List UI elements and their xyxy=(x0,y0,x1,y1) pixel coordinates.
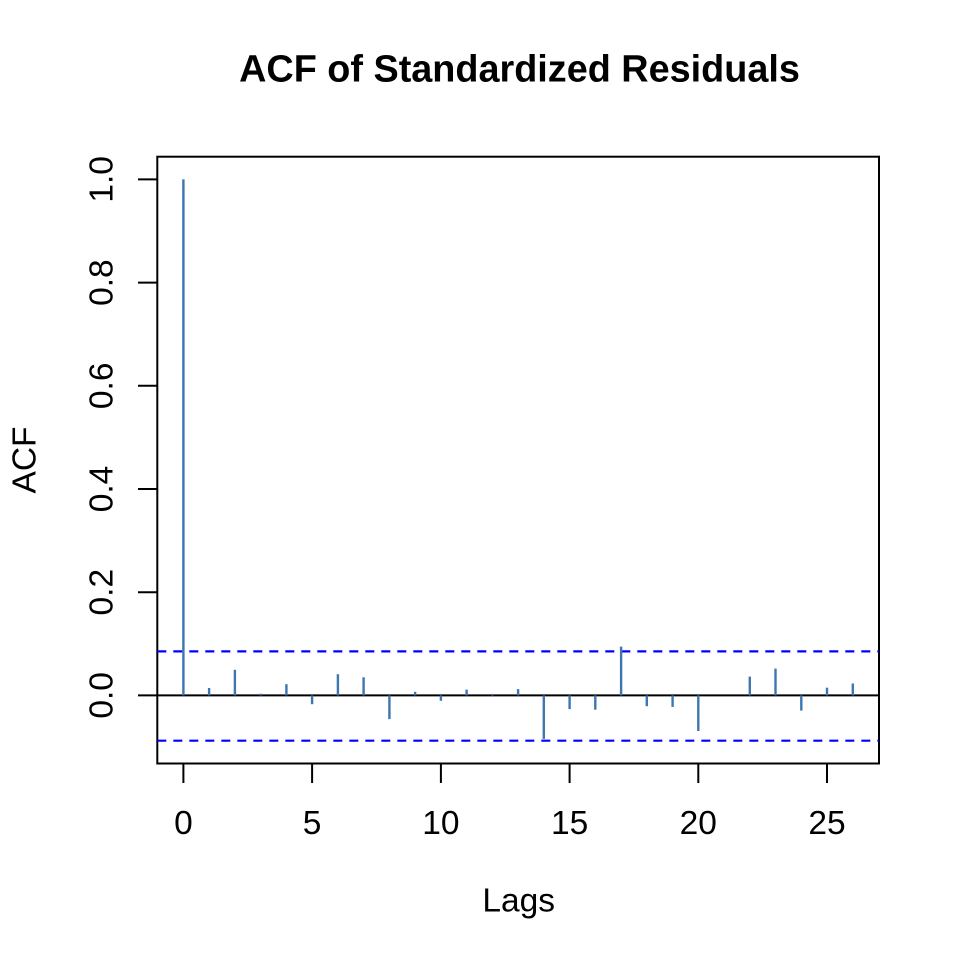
svg-text:1.0: 1.0 xyxy=(83,156,120,203)
svg-text:15: 15 xyxy=(551,805,588,842)
svg-text:0: 0 xyxy=(174,805,193,842)
svg-text:0.8: 0.8 xyxy=(83,259,120,306)
svg-text:ACF: ACF xyxy=(7,427,44,494)
svg-text:0.6: 0.6 xyxy=(83,363,120,410)
svg-text:5: 5 xyxy=(303,805,322,842)
svg-text:20: 20 xyxy=(680,805,717,842)
svg-text:0.0: 0.0 xyxy=(83,672,120,719)
svg-text:0.2: 0.2 xyxy=(83,569,120,616)
svg-text:25: 25 xyxy=(808,805,845,842)
svg-text:ACF of Standardized Residuals: ACF of Standardized Residuals xyxy=(239,49,800,91)
svg-text:Lags: Lags xyxy=(482,882,555,919)
svg-text:0.4: 0.4 xyxy=(83,466,120,513)
svg-text:10: 10 xyxy=(422,805,459,842)
